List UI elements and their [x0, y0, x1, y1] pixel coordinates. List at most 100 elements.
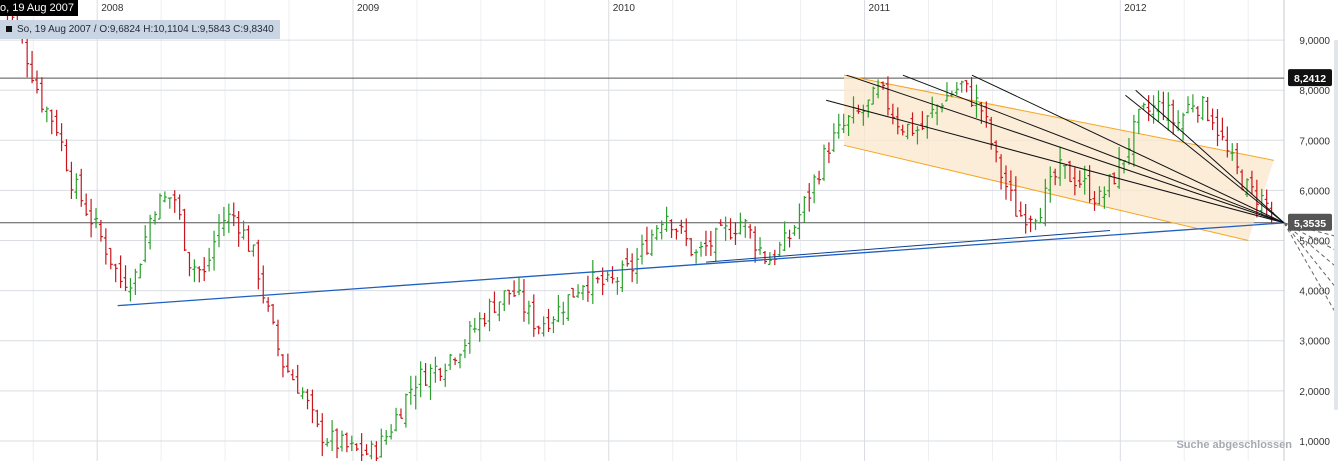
ohlc-bar: [890, 103, 895, 125]
ohlc-bar: [1087, 165, 1092, 203]
ohlc-bar: [738, 212, 743, 235]
ohlc-bar: [182, 208, 187, 252]
ohlc-bar: [590, 259, 595, 304]
y-tick-label: 3,0000: [1299, 337, 1330, 348]
ohlc-bar: [207, 247, 212, 272]
ohlc-bar: [787, 229, 792, 248]
ohlc-bar: [1166, 92, 1171, 131]
ohlc-bar: [1249, 170, 1254, 195]
ohlc-bar: [994, 140, 999, 163]
ohlc-bar: [1215, 109, 1220, 147]
ohlc-bar: [817, 170, 822, 185]
ohlc-bar: [900, 124, 905, 136]
y-tick-label: 7,0000: [1299, 136, 1330, 147]
ohlc-bar: [1245, 178, 1250, 198]
ohlc-bar: [403, 393, 408, 428]
ohlc-bar: [433, 356, 438, 383]
ohlc-bar: [98, 219, 103, 242]
ohlc-bar: [699, 241, 704, 257]
ohlc-bar: [561, 301, 566, 326]
ohlc-bar: [1156, 90, 1161, 122]
ohlc-bar: [49, 109, 54, 135]
ohlc-bar: [177, 194, 182, 220]
ohlc-bar: [79, 168, 84, 207]
y-tick-label: 6,0000: [1299, 186, 1330, 197]
x-tick-label: 2009: [357, 3, 380, 14]
ohlc-bar: [930, 96, 935, 119]
ohlc-bar: [1072, 167, 1077, 196]
ohlc-bar: [138, 263, 143, 279]
ohlc-bar: [954, 82, 959, 95]
ohlc-bar: [821, 144, 826, 181]
ohlc-bar: [841, 113, 846, 134]
ohlc-bar: [1043, 178, 1048, 227]
ohlc-bar: [1107, 174, 1112, 198]
ohlc-bar: [644, 226, 649, 255]
x-tick-label: 2008: [101, 3, 124, 14]
ohlc-bar: [571, 287, 576, 298]
ohlc-bar: [1097, 186, 1102, 205]
ohlc-bar: [261, 265, 266, 304]
ohlc-bar: [905, 123, 910, 140]
ohlc-bar: [192, 259, 197, 283]
search-status: Suche abgeschlossen: [1176, 439, 1292, 451]
fan-line: [1125, 94, 1285, 224]
ohlc-bar: [1117, 146, 1122, 189]
ohlc-bar: [792, 225, 797, 236]
fan-line: [902, 74, 1285, 224]
fan-projection: [1283, 222, 1338, 319]
y-tick-label: 9,0000: [1299, 36, 1330, 47]
ohlc-bar: [359, 433, 364, 461]
channel-lower-line: [843, 144, 1249, 242]
fan-line: [826, 99, 1285, 224]
ohlc-bar: [231, 202, 236, 227]
ohlc-bar: [718, 219, 723, 227]
ohlc-bar: [256, 239, 261, 290]
ohlc-bar: [728, 218, 733, 240]
ohlc-bar: [881, 81, 886, 90]
ohlc-bar: [802, 196, 807, 223]
ohlc-bar: [846, 114, 851, 136]
ohlc-bar: [133, 268, 138, 296]
ohlc-bar: [1013, 176, 1018, 217]
ohlc-bar: [831, 123, 836, 153]
ohlc-bar: [1171, 99, 1176, 135]
crosshair-date-tag: o, 19 Aug 2007: [0, 0, 79, 16]
ohlc-bar: [143, 225, 148, 263]
ohlc-bar: [462, 339, 467, 359]
ohlc-bar: [910, 112, 915, 136]
ohlc-bar: [733, 222, 738, 245]
ohlc-bar: [635, 247, 640, 284]
ohlc-bar: [694, 249, 699, 264]
ohlc-bar: [276, 319, 281, 357]
ohlc-bar: [964, 80, 969, 93]
ohlc-bar: [1058, 146, 1063, 186]
ohlc-bar: [610, 266, 615, 284]
ohlc-bar: [30, 50, 35, 84]
ohlc-bar: [1141, 102, 1146, 110]
fan-line: [1135, 89, 1285, 224]
vertical-scrollbar[interactable]: [1334, 40, 1338, 410]
ohlc-bar: [394, 407, 399, 432]
ohlc-bar: [1131, 114, 1136, 167]
ohlc-bar: [1225, 126, 1230, 158]
ohlc-bar: [428, 364, 433, 401]
ohlc-bar: [467, 320, 472, 354]
ohlc-bar: [354, 443, 359, 452]
price-marker-text: 5,3535: [1294, 218, 1326, 230]
ohlc-bar: [1023, 203, 1028, 234]
ohlc-bar: [1210, 108, 1215, 131]
ohlc-bar: [1185, 96, 1190, 114]
ohlc-bar: [349, 435, 354, 452]
ohlc-bar: [443, 363, 448, 387]
ohlc-bar: [1181, 112, 1186, 141]
ohlc-open: O:9,6824: [99, 24, 141, 35]
ohlc-bar: [492, 291, 497, 314]
ohlc-bar: [69, 161, 74, 199]
ohlc-bar: [1102, 186, 1107, 209]
ohlc-bar: [487, 298, 492, 332]
ohlc-bar: [551, 316, 556, 334]
ohlc-bar: [1264, 189, 1269, 217]
